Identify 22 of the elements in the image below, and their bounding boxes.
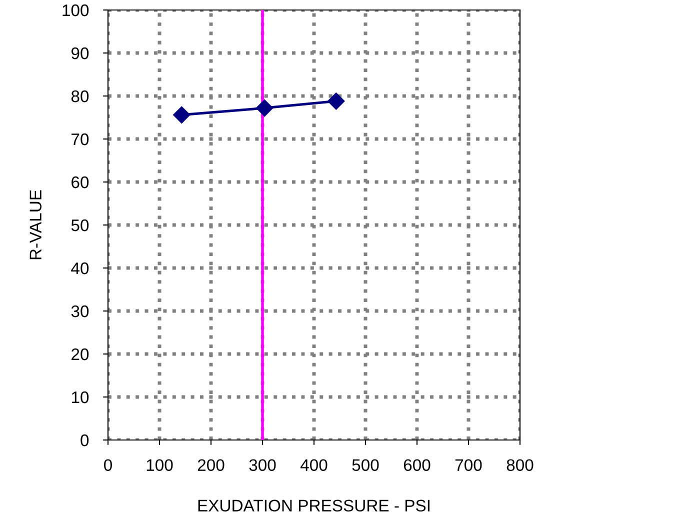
y-tick-label: 40 — [71, 262, 89, 274]
x-tick-label: 100 — [146, 459, 173, 471]
y-tick-label: 60 — [72, 176, 89, 188]
y-tick-label: 30 — [71, 305, 89, 318]
x-tick-label: 700 — [455, 459, 482, 471]
x-tick-label: 600 — [404, 459, 430, 471]
x-tick-label: 200 — [198, 459, 224, 471]
y-tick-label: 90 — [71, 47, 89, 60]
x-tick-label: 500 — [352, 459, 379, 471]
y-tick-label: 20 — [72, 348, 89, 360]
y-tick-label: 50 — [71, 219, 89, 232]
y-tick-label: 70 — [72, 133, 89, 146]
x-tick-label: 800 — [506, 459, 534, 471]
y-tick-label: 0 — [80, 434, 89, 446]
y-tick-label: 10 — [72, 391, 89, 404]
x-tick-label: 400 — [300, 459, 328, 471]
y-tick-label: 80 — [71, 90, 89, 102]
y-axis-title: R-VALUE — [30, 190, 42, 260]
x-axis-title: EXUDATION PRESSURE - PSI — [198, 500, 430, 512]
x-tick-label: 300 — [249, 459, 276, 471]
x-tick-label: 0 — [104, 459, 112, 471]
y-tick-label: 100 — [62, 4, 89, 16]
